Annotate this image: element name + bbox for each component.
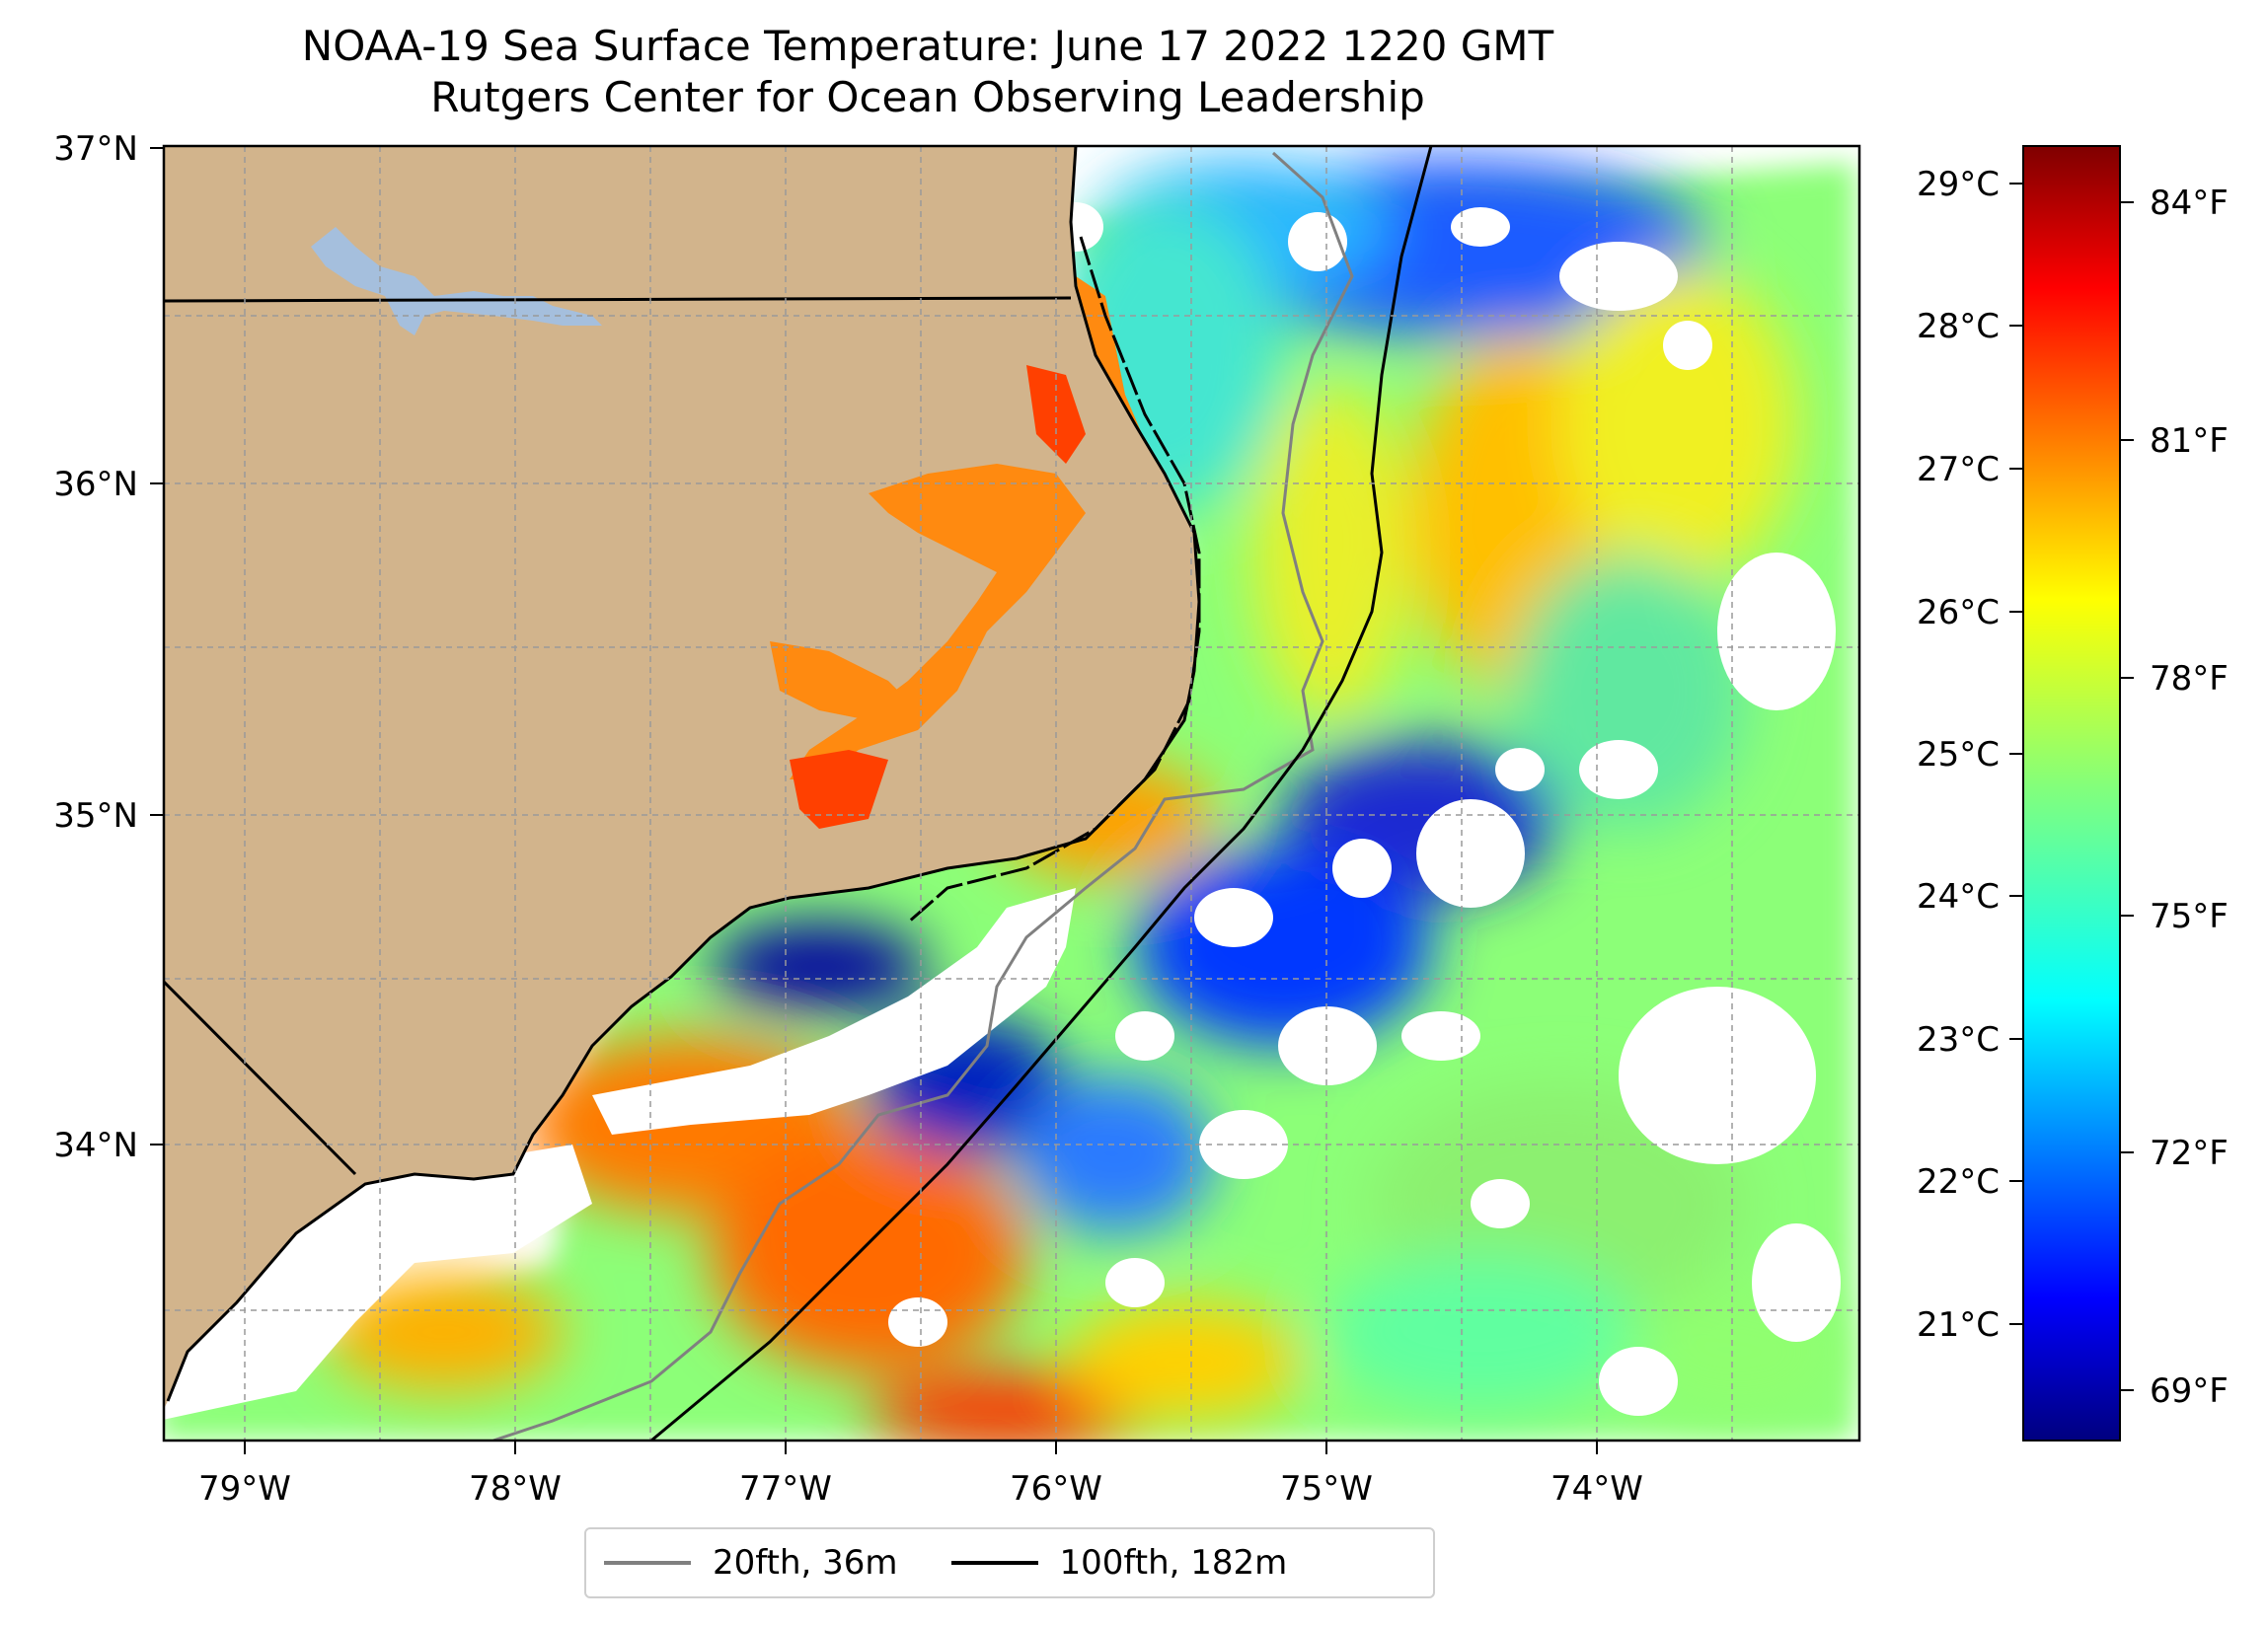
colorbar-celsius-label: 28°C <box>1917 307 2000 346</box>
legend-item-20fth: 20fth, 36m <box>604 1543 898 1583</box>
colorbar-celsius-label: 27°C <box>1917 450 2000 489</box>
graticule <box>164 146 1859 1441</box>
colorbar-fahrenheit-label: 75°F <box>2150 897 2229 936</box>
map-plot-area <box>164 146 1859 1441</box>
lon-tick-label: 79°W <box>198 1469 291 1509</box>
isobath-100fth <box>650 146 1433 1441</box>
colorbar-fahrenheit-label: 81°F <box>2150 421 2229 461</box>
lon-tick-label: 77°W <box>739 1469 832 1509</box>
lon-ticks <box>244 1441 1598 1454</box>
colorbar-fahrenheit-label: 84°F <box>2150 184 2229 223</box>
legend-label: 100fth, 182m <box>1059 1543 1288 1583</box>
colorbar <box>2022 145 2121 1441</box>
colorbar-celsius-label: 24°C <box>1917 877 2000 917</box>
lat-tick-label: 36°N <box>53 465 138 504</box>
legend-swatch-black <box>950 1561 1038 1565</box>
colorbar-celsius-label: 26°C <box>1917 593 2000 632</box>
colorbar-celsius-label: 25°C <box>1917 735 2000 775</box>
lat-ticks <box>150 147 164 1146</box>
estuaries <box>770 464 1086 779</box>
colorbar-fahrenheit-ticks <box>2120 201 2134 1391</box>
land <box>164 146 1199 1409</box>
colorbar-celsius-label: 29°C <box>1917 165 2000 204</box>
legend-label: 20fth, 36m <box>713 1543 898 1583</box>
lon-tick-label: 75°W <box>1280 1469 1373 1509</box>
lon-tick-label: 78°W <box>469 1469 562 1509</box>
lon-tick-label: 74°W <box>1550 1469 1643 1509</box>
colorbar-celsius-label: 23°C <box>1917 1020 2000 1060</box>
lat-tick-label: 35°N <box>53 796 138 836</box>
colorbar-fahrenheit-label: 69°F <box>2150 1371 2229 1411</box>
colorbar-celsius-label: 22°C <box>1917 1162 2000 1202</box>
state-boundary-nc-sc <box>164 980 357 1176</box>
lon-tick-label: 76°W <box>1010 1469 1102 1509</box>
legend-item-100fth: 100fth, 182m <box>950 1543 1288 1583</box>
legend: 20fth, 36m 100fth, 182m <box>584 1527 1435 1598</box>
colorbar-celsius-label: 21°C <box>1917 1305 2000 1345</box>
legend-swatch-gray <box>604 1561 691 1565</box>
state-boundary-va-nc <box>164 296 1072 303</box>
colorbar-fahrenheit-label: 78°F <box>2150 659 2229 699</box>
map-frame <box>162 144 1861 1442</box>
colorbar-fahrenheit-label: 72°F <box>2150 1134 2229 1173</box>
lat-tick-label: 37°N <box>53 129 138 169</box>
chart-title: NOAA-19 Sea Surface Temperature: June 17… <box>301 22 1554 70</box>
colorbar-celsius-ticks <box>2009 183 2023 1325</box>
lake <box>311 227 602 335</box>
chart-subtitle: Rutgers Center for Ocean Observing Leade… <box>430 73 1425 121</box>
isobath-20fth <box>492 151 1354 1441</box>
lat-tick-label: 34°N <box>53 1126 138 1165</box>
